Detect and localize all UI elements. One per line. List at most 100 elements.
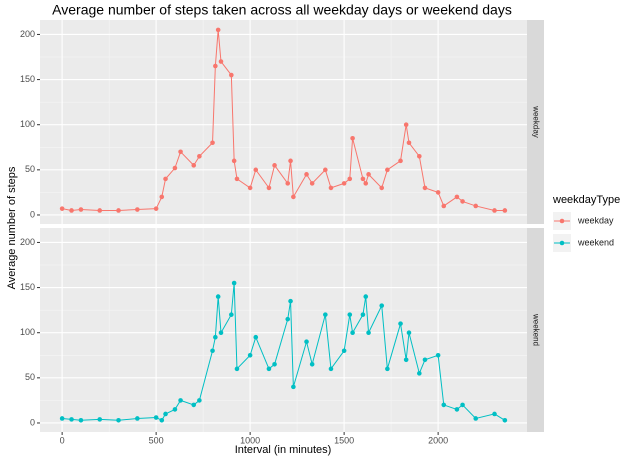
panel-background [40, 228, 527, 432]
data-point [403, 357, 409, 363]
data-point [234, 366, 240, 372]
data-point [328, 366, 334, 372]
data-point [197, 398, 202, 403]
legend-title: weekdayType [552, 194, 620, 206]
data-point [253, 334, 259, 340]
data-point [385, 366, 390, 372]
data-point [69, 208, 74, 213]
legend-point [559, 240, 565, 246]
data-point [291, 194, 296, 200]
y-tick-label: 200 [20, 237, 35, 247]
data-point [210, 348, 215, 354]
data-point [215, 294, 221, 299]
data-point [215, 27, 221, 33]
data-point [347, 176, 353, 182]
data-point [159, 417, 165, 423]
data-point [435, 352, 441, 358]
data-point [253, 167, 259, 173]
data-point [363, 294, 369, 299]
data-point [218, 59, 224, 64]
data-point [360, 312, 366, 317]
strip-label: weekday [531, 105, 540, 138]
data-point [213, 334, 218, 340]
data-point [153, 415, 159, 420]
data-point [234, 176, 240, 182]
x-tick-label: 2000 [428, 435, 448, 445]
legend-label: weekend [577, 237, 614, 247]
data-point [323, 312, 328, 317]
data-point [135, 416, 140, 421]
data-point [178, 398, 183, 403]
legend-label: weekday [577, 215, 614, 225]
data-point [398, 158, 403, 164]
data-point [341, 348, 347, 354]
data-point [291, 384, 296, 390]
data-point [350, 330, 355, 336]
data-point [304, 339, 309, 345]
y-tick-label: 150 [20, 74, 35, 84]
data-point [454, 194, 460, 200]
data-point [363, 181, 369, 186]
x-tick-label: 0 [60, 435, 65, 445]
y-axis-label: Average number of steps [6, 166, 18, 289]
data-point [379, 303, 385, 308]
data-point [403, 122, 409, 128]
data-point [309, 181, 315, 186]
data-point [460, 402, 465, 408]
data-point [210, 140, 215, 146]
legend-point [559, 218, 565, 224]
data-point [360, 176, 366, 182]
y-tick-label: 0 [30, 209, 35, 219]
data-point [328, 185, 334, 191]
data-point [172, 165, 178, 171]
data-point [172, 407, 178, 412]
data-point [229, 312, 234, 317]
data-point [78, 417, 84, 423]
data-point [288, 158, 293, 164]
data-point [398, 321, 403, 326]
data-point [78, 207, 84, 212]
panel-background [40, 20, 527, 224]
data-point [366, 172, 371, 177]
data-point [309, 362, 315, 367]
data-point [417, 371, 422, 376]
data-point [163, 176, 168, 182]
x-tick-label: 500 [149, 435, 164, 445]
data-point [191, 402, 197, 408]
y-tick-label: 150 [20, 282, 35, 292]
data-point [272, 163, 277, 168]
data-point [116, 208, 121, 213]
data-point [350, 135, 355, 141]
data-point [266, 185, 272, 191]
data-point [502, 208, 508, 213]
data-point [197, 154, 202, 159]
y-tick-label: 50 [25, 164, 35, 174]
y-tick-label: 200 [20, 29, 35, 39]
data-point [435, 190, 441, 195]
data-point [97, 417, 103, 422]
data-point [135, 207, 140, 212]
data-point [231, 280, 237, 286]
data-point [213, 63, 218, 69]
data-point [341, 181, 347, 186]
data-point [422, 357, 428, 363]
data-point [59, 206, 65, 211]
x-tick-label: 1500 [334, 435, 354, 445]
data-point [454, 407, 460, 412]
strip-label: weekend [531, 313, 540, 346]
x-axis-label: Interval (in minutes) [235, 444, 332, 456]
data-point [379, 185, 385, 191]
data-point [272, 362, 277, 367]
data-point [347, 312, 353, 317]
data-point [191, 163, 197, 168]
data-point [247, 352, 253, 358]
data-point [69, 417, 74, 422]
data-point [97, 208, 103, 213]
data-point [417, 154, 422, 159]
data-point [441, 402, 447, 408]
data-point [266, 366, 272, 372]
data-point [218, 330, 224, 336]
chart-title: Average number of steps taken across all… [52, 2, 512, 18]
data-point [229, 72, 234, 78]
